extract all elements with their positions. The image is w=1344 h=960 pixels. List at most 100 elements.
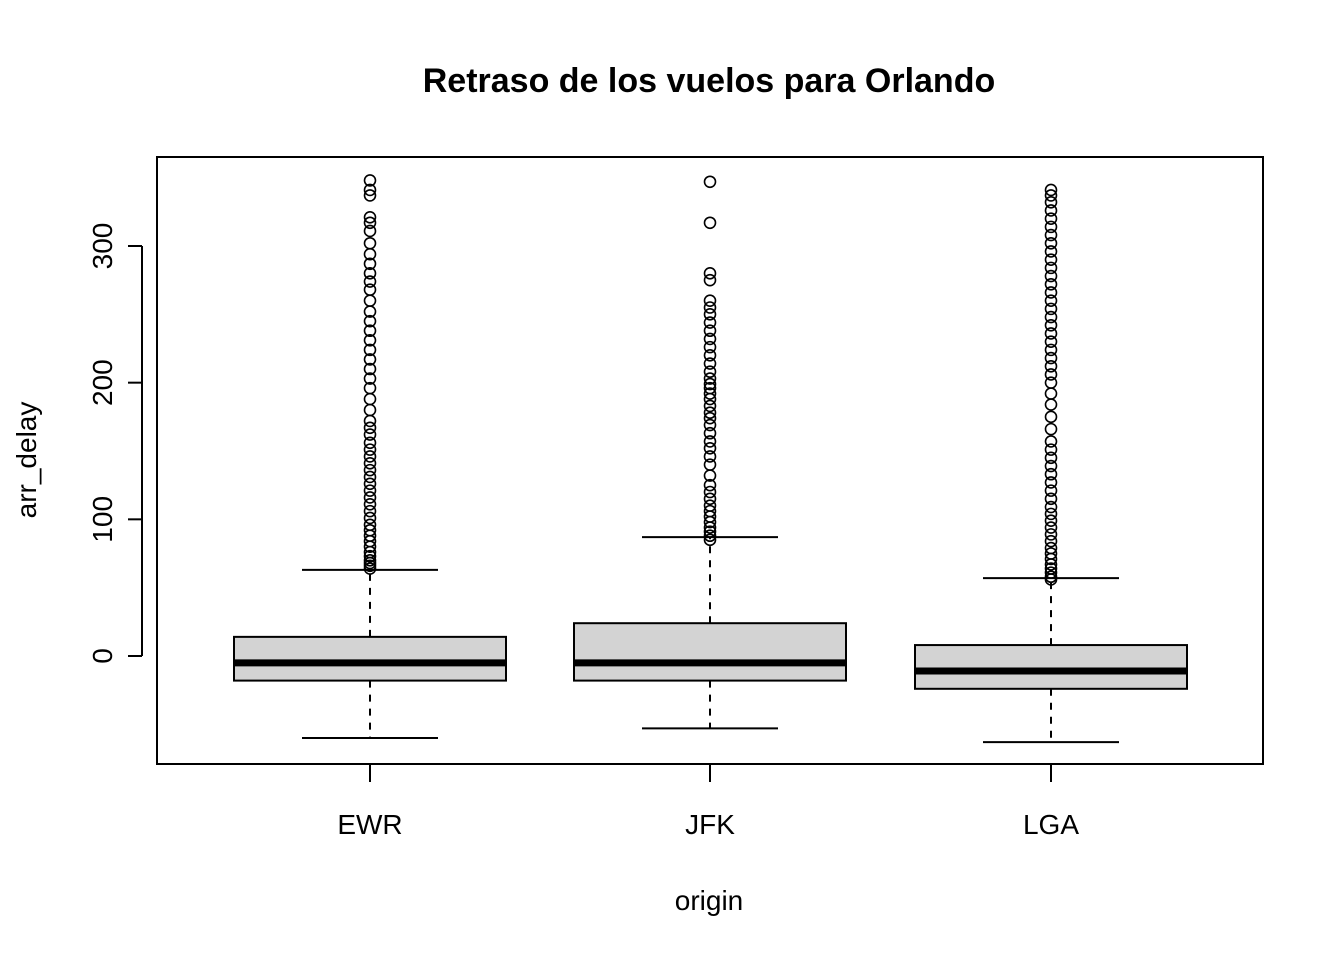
outlier-point (1044, 541, 1058, 555)
outlier-point (703, 175, 717, 189)
x-tick-label: LGA (1023, 809, 1079, 840)
outlier-point (1044, 547, 1058, 560)
outlier-point (1044, 335, 1058, 348)
outlier-point (363, 353, 377, 366)
outlier-point (363, 294, 377, 307)
outlier-point (363, 224, 377, 238)
outlier-point (703, 406, 717, 420)
outlier-point (703, 387, 717, 400)
y-tick-label: 300 (87, 223, 118, 270)
outlier-point (1044, 245, 1058, 258)
outlier-point (363, 216, 377, 230)
outlier-point (703, 349, 717, 362)
x-tick-label: JFK (685, 809, 735, 840)
outlier-point (703, 273, 717, 287)
outlier-point (1044, 195, 1058, 209)
outlier-point (363, 484, 377, 497)
outlier-point (363, 450, 377, 463)
outlier-point (363, 392, 377, 406)
outlier-point (1044, 310, 1058, 324)
outlier-point (363, 470, 377, 484)
x-tick-label: EWR (337, 809, 402, 840)
outlier-point (703, 499, 717, 512)
outlier-point (363, 436, 377, 450)
outlier-point (363, 414, 377, 428)
outlier-point (703, 426, 717, 440)
outlier-point (1044, 220, 1058, 234)
outlier-point (363, 183, 377, 197)
outlier-point (1044, 500, 1058, 514)
outlier-point (703, 267, 717, 280)
outlier-point (363, 511, 377, 525)
outlier-point (703, 301, 717, 314)
outlier-point (1044, 528, 1058, 541)
outlier-point (1044, 302, 1058, 316)
outlier-point (703, 525, 717, 538)
outlier-point (1044, 410, 1058, 424)
outlier-point (1044, 492, 1058, 506)
outlier-point (363, 403, 377, 417)
outlier-point (703, 435, 717, 448)
outlier-point (703, 216, 717, 230)
outlier-point (1044, 359, 1058, 373)
outlier-point (703, 418, 717, 432)
outlier-point (363, 211, 377, 224)
outlier-point (703, 485, 717, 499)
outlier-point (363, 428, 377, 441)
outlier-point (1044, 253, 1058, 266)
outlier-point (703, 308, 717, 321)
outlier-point (363, 477, 377, 491)
outlier-point (1044, 286, 1058, 299)
outlier-point (363, 236, 377, 250)
outlier-point (363, 549, 377, 563)
outlier-point (1044, 277, 1058, 291)
outlier-point (1044, 228, 1058, 242)
iqr-box (914, 644, 1188, 690)
outlier-point (1044, 467, 1058, 481)
outlier-point (363, 283, 377, 297)
outlier-point (1044, 566, 1058, 579)
outlier-point (1044, 368, 1058, 381)
outlier-point (1044, 435, 1058, 448)
outlier-point (1044, 236, 1058, 250)
outlier-point (1044, 183, 1058, 197)
outlier-point (363, 518, 377, 532)
outlier-point (1044, 562, 1058, 575)
box-lga (914, 183, 1188, 744)
outlier-point (703, 411, 717, 425)
iqr-box (573, 622, 847, 682)
y-axis-label: arr_delay (11, 402, 42, 519)
outlier-point (363, 275, 377, 288)
outlier-point (1044, 189, 1058, 202)
outlier-point (703, 458, 717, 471)
outlier-point (703, 492, 717, 506)
outlier-point (1044, 521, 1058, 534)
outlier-point (1044, 451, 1058, 465)
outlier-point (1044, 318, 1058, 332)
y-tick-label: 100 (87, 496, 118, 543)
outlier-point (703, 324, 717, 338)
outlier-point (703, 529, 717, 543)
outlier-point (363, 189, 377, 202)
outlier-point (1044, 269, 1058, 283)
outlier-point (363, 174, 377, 187)
outlier-point (1044, 534, 1058, 548)
outlier-point (703, 357, 717, 370)
outlier-point (703, 441, 717, 455)
outlier-point (363, 523, 377, 537)
outlier-point (363, 372, 377, 385)
outlier-point (703, 332, 717, 346)
y-tick-label: 0 (87, 648, 118, 664)
outlier-point (703, 316, 717, 329)
outlier-point (703, 365, 717, 379)
outlier-point (703, 381, 717, 395)
outlier-point (1044, 422, 1058, 436)
outlier-point (703, 377, 717, 391)
chart-title: Retraso de los vuelos para Orlando (423, 62, 996, 100)
outlier-point (1044, 476, 1058, 489)
x-axis: EWR JFK LGA (337, 763, 1079, 840)
outlier-point (1044, 351, 1058, 365)
outlier-point (703, 478, 717, 492)
outlier-point (363, 267, 377, 280)
boxes-group (233, 174, 1188, 744)
